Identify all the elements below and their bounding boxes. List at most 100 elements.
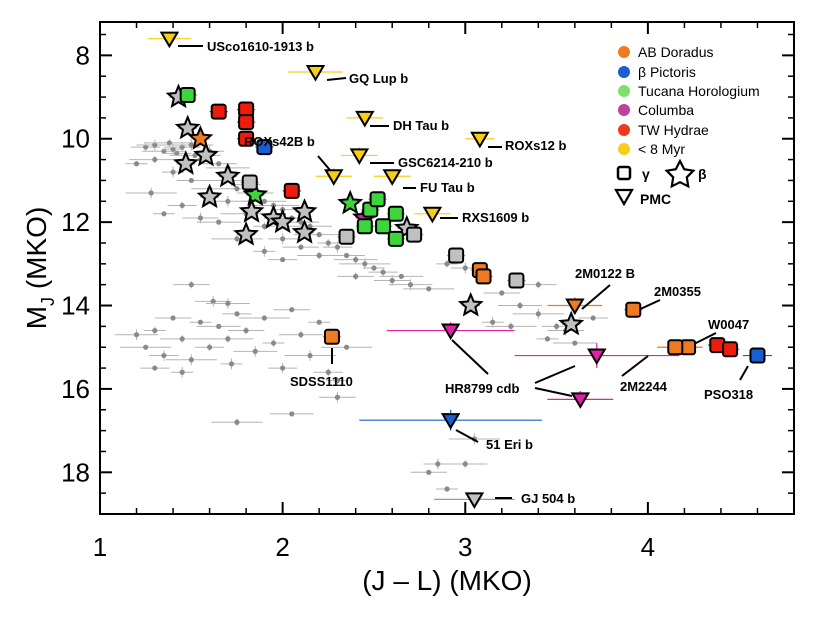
field-point (435, 461, 441, 467)
pmc-triangle-marker (565, 298, 585, 316)
pmc-triangle-marker (440, 413, 461, 430)
beta-star-marker (172, 150, 199, 175)
legend-label-twhya: TW Hydrae (638, 122, 709, 138)
field-point (362, 261, 368, 267)
field-point (228, 361, 235, 367)
x-axis-title: (J – L) (MKO) (362, 565, 532, 596)
gamma-square-marker (210, 103, 227, 120)
field-point (261, 315, 267, 321)
y-tick-label: 10 (61, 124, 90, 154)
annotation-label: ROXs42B b (244, 134, 315, 149)
field-point (170, 315, 176, 321)
field-point (289, 307, 295, 313)
pmc-triangle-marker (355, 110, 375, 128)
field-point (192, 152, 198, 159)
field-point (188, 142, 194, 148)
field-point (325, 240, 331, 246)
pmc-triangle-marker (305, 65, 326, 82)
field-point (316, 232, 322, 238)
field-point (170, 169, 176, 175)
legend-label-tuchor: Tucana Horologium (638, 83, 760, 99)
field-point (508, 323, 514, 329)
annotation-leader (451, 339, 489, 375)
field-point (334, 244, 341, 250)
field-point (152, 365, 158, 371)
field-point (462, 461, 468, 467)
legend-swatch-young (618, 143, 630, 155)
field-point (462, 265, 468, 271)
field-point (298, 244, 304, 250)
field-point (188, 357, 194, 363)
gamma-square-marker (406, 226, 423, 243)
beta-star-marker (291, 198, 318, 223)
field-point (179, 336, 185, 342)
annotation-label: ROXs12 b (505, 138, 566, 153)
annotation-label: 51 Eri b (486, 437, 533, 452)
gamma-square-marker (323, 328, 340, 345)
field-point (270, 340, 277, 346)
annotation-leader (534, 365, 576, 384)
field-point (280, 236, 286, 242)
field-point (210, 298, 216, 304)
annotation-label: DH Tau b (393, 118, 449, 133)
gamma-square-marker (508, 272, 525, 289)
gamma-square-marker (625, 301, 642, 318)
field-point (261, 223, 267, 229)
field-point (216, 161, 222, 167)
annotation-label: GJ 504 b (521, 491, 575, 506)
field-point (343, 344, 350, 350)
y-axis-title: MJ (MKO) (21, 207, 58, 330)
field-point (535, 311, 541, 317)
field-point (225, 198, 231, 204)
plot-frame (99, 21, 795, 515)
field-point (590, 315, 596, 321)
legend: AB Doradus β Pictoris Tucana Horologium … (614, 44, 760, 207)
field-point (261, 198, 267, 204)
field-point (307, 352, 313, 359)
pmc-triangle-marker (159, 31, 180, 49)
beta-star-marker (196, 183, 223, 209)
legend-square-marker (616, 165, 632, 181)
annotation-label: USco1610-1913 b (207, 39, 314, 54)
beta-star-marker (269, 208, 296, 234)
x-tick-label: 3 (458, 532, 472, 562)
field-point (371, 265, 377, 271)
legend-label-betapic: β Pictoris (638, 64, 696, 80)
beta-star-marker (233, 220, 260, 246)
field-point (353, 273, 359, 279)
legend-label-beta: β (698, 166, 707, 182)
field-point (280, 365, 286, 371)
legend-label-columba: Columba (638, 102, 694, 118)
pmc-triangle-marker (349, 148, 370, 165)
field-point (544, 336, 551, 342)
field-point (343, 252, 350, 259)
field-point (188, 177, 194, 184)
annotation-leader (581, 284, 611, 310)
annotation-label: HR8799 cdb (445, 381, 519, 396)
field-point (307, 223, 313, 229)
gamma-square-marker (667, 339, 684, 356)
gamma-square-marker (749, 347, 766, 364)
field-point (225, 300, 231, 307)
beta-star-marker (558, 310, 585, 336)
pmc-triangle-marker (470, 131, 490, 149)
field-point (316, 252, 322, 259)
beta-star-marker (174, 114, 201, 140)
field-point (161, 211, 167, 217)
field-point (334, 394, 341, 400)
legend-label-gamma: γ (642, 166, 650, 182)
y-tick-label: 8 (76, 40, 90, 70)
gamma-square-marker (356, 218, 373, 235)
field-point (179, 369, 185, 375)
gamma-square-marker (256, 139, 273, 156)
field-point (197, 215, 204, 221)
field-point (166, 140, 172, 146)
beta-star-marker (337, 189, 364, 215)
annotation-leader (455, 429, 479, 443)
field-point (380, 269, 386, 275)
legend-swatch-columba (618, 104, 630, 116)
annotation-label: 2M2244 (620, 379, 668, 394)
field-point (161, 352, 167, 359)
beta-star-marker (214, 162, 241, 188)
